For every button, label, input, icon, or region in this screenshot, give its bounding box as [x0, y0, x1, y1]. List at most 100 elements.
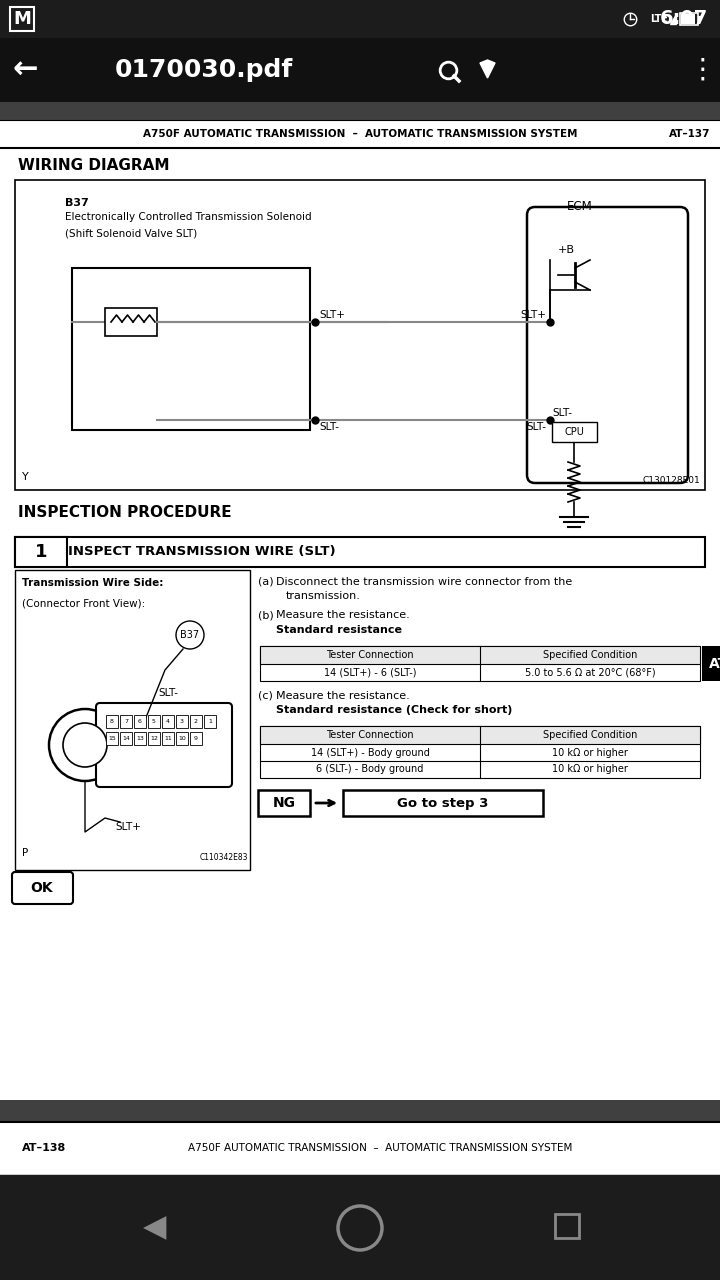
Text: LTE: LTE	[650, 14, 668, 24]
Text: B37: B37	[181, 630, 199, 640]
Polygon shape	[480, 63, 495, 78]
Text: 0170030.pdf: 0170030.pdf	[115, 58, 293, 82]
Text: 10 kΩ or higher: 10 kΩ or higher	[552, 748, 628, 758]
Bar	[0, 0, 720, 38]
Bar	[260, 726, 700, 778]
Text: 6:07: 6:07	[660, 9, 708, 28]
Bar	[15, 538, 67, 567]
Text: SLT+: SLT+	[115, 822, 141, 832]
Text: Standard resistance (Check for short): Standard resistance (Check for short)	[276, 705, 513, 716]
Bar	[190, 716, 202, 728]
Text: Disconnect the transmission wire connector from the: Disconnect the transmission wire connect…	[276, 577, 572, 588]
Text: INSPECTION PROCEDURE: INSPECTION PROCEDURE	[18, 506, 232, 520]
Text: A750F AUTOMATIC TRANSMISSION  –  AUTOMATIC TRANSMISSION SYSTEM: A750F AUTOMATIC TRANSMISSION – AUTOMATIC…	[188, 1143, 572, 1153]
Text: ←: ←	[12, 55, 37, 84]
Text: 5: 5	[152, 719, 156, 724]
Text: Standard resistance: Standard resistance	[276, 625, 402, 635]
Bar	[260, 646, 700, 681]
Text: 14 (SLT+) - 6 (SLT-): 14 (SLT+) - 6 (SLT-)	[324, 667, 416, 677]
Bar	[15, 180, 705, 490]
Bar	[162, 732, 174, 745]
Text: ECM: ECM	[567, 200, 593, 212]
Bar	[15, 538, 705, 567]
Polygon shape	[670, 14, 676, 24]
Text: Specified Condition: Specified Condition	[543, 650, 637, 660]
Bar	[204, 716, 216, 728]
Bar	[15, 570, 250, 870]
Text: C130128E01: C130128E01	[642, 476, 700, 485]
Text: Measure the resistance.: Measure the resistance.	[276, 691, 410, 701]
Text: CPU: CPU	[564, 428, 584, 436]
FancyBboxPatch shape	[12, 872, 73, 904]
Bar	[258, 790, 310, 817]
Text: Measure the resistance.: Measure the resistance.	[276, 611, 410, 620]
Text: AT–137: AT–137	[668, 129, 710, 140]
Bar	[148, 716, 160, 728]
Bar	[176, 732, 188, 745]
Text: 12: 12	[150, 736, 158, 741]
Text: 4: 4	[166, 719, 170, 724]
Text: Electronically Controlled Transmission Solenoid: Electronically Controlled Transmission S…	[65, 212, 312, 221]
Text: 7: 7	[124, 719, 128, 724]
Text: 2: 2	[194, 719, 198, 724]
Bar	[0, 148, 720, 1175]
Text: B37: B37	[65, 198, 89, 207]
Text: transmission.: transmission.	[286, 591, 361, 602]
Text: AT–138: AT–138	[22, 1143, 66, 1153]
Text: 15: 15	[108, 736, 116, 741]
Text: 10: 10	[178, 736, 186, 741]
Bar	[698, 15, 701, 22]
Text: SLT-: SLT-	[526, 422, 546, 431]
Circle shape	[63, 723, 107, 767]
Text: (a): (a)	[258, 577, 274, 588]
Bar	[260, 726, 700, 744]
Text: 14: 14	[122, 736, 130, 741]
Circle shape	[176, 621, 204, 649]
Bar	[0, 102, 720, 120]
Text: 1: 1	[208, 719, 212, 724]
Bar	[555, 1213, 579, 1238]
Bar	[134, 732, 146, 745]
Bar	[0, 1175, 720, 1280]
Bar	[260, 646, 700, 664]
Circle shape	[338, 1206, 382, 1251]
Text: 1: 1	[35, 543, 48, 561]
Bar	[105, 308, 157, 335]
Bar	[0, 1100, 720, 1123]
Bar	[162, 716, 174, 728]
Text: WIRING DIAGRAM: WIRING DIAGRAM	[18, 157, 169, 173]
Text: INSPECT TRANSMISSION WIRE (SLT): INSPECT TRANSMISSION WIRE (SLT)	[68, 545, 336, 558]
Text: 13: 13	[136, 736, 144, 741]
Text: SLT+: SLT+	[319, 310, 345, 320]
Text: Tester Connection: Tester Connection	[326, 650, 414, 660]
Text: SLT-: SLT-	[158, 689, 178, 698]
Bar	[0, 905, 720, 1100]
Text: SLT-: SLT-	[552, 408, 572, 419]
Bar	[681, 14, 695, 24]
Bar	[0, 120, 720, 148]
Bar	[134, 716, 146, 728]
Text: 5.0 to 5.6 Ω at 20°C (68°F): 5.0 to 5.6 Ω at 20°C (68°F)	[525, 667, 655, 677]
Text: ◀: ◀	[143, 1213, 167, 1243]
Text: Go to step 3: Go to step 3	[397, 796, 489, 809]
Text: 11: 11	[164, 736, 172, 741]
Text: SLT+: SLT+	[520, 310, 546, 320]
Bar	[190, 732, 202, 745]
Text: SLT-: SLT-	[319, 422, 339, 431]
Text: C110342E83: C110342E83	[199, 852, 248, 861]
Text: (Connector Front View):: (Connector Front View):	[22, 598, 145, 608]
Text: 6: 6	[138, 719, 142, 724]
Text: Transmission Wire Side:: Transmission Wire Side:	[22, 579, 163, 588]
Bar	[120, 732, 132, 745]
Text: 8: 8	[110, 719, 114, 724]
Bar	[680, 13, 698, 26]
Text: 3: 3	[180, 719, 184, 724]
Bar	[0, 1123, 720, 1175]
Circle shape	[49, 709, 121, 781]
Text: AT: AT	[709, 657, 720, 671]
Text: (b): (b)	[258, 611, 274, 620]
Bar	[120, 716, 132, 728]
Text: +B: +B	[558, 244, 575, 255]
Text: Specified Condition: Specified Condition	[543, 730, 637, 740]
Text: (Shift Solenoid Valve SLT): (Shift Solenoid Valve SLT)	[65, 228, 197, 238]
